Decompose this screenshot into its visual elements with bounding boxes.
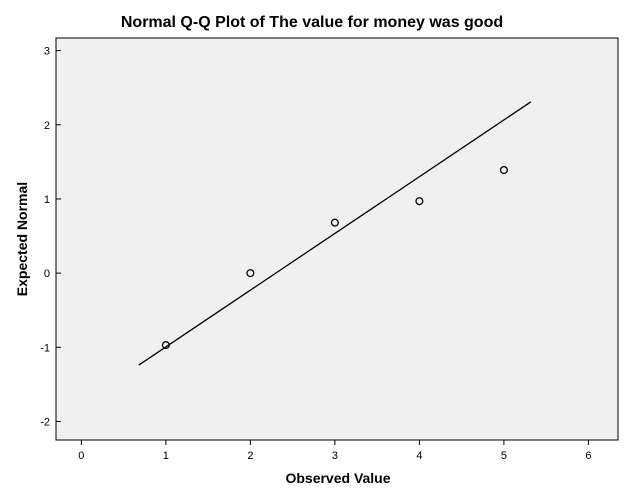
data-point: [161, 341, 170, 350]
x-tick-label: 2: [247, 450, 253, 462]
x-tick-label: 6: [585, 450, 591, 462]
data-points: [161, 165, 508, 350]
x-axis: 0 1 2 3 4 5 6: [78, 440, 591, 462]
y-axis: -2 -1 0 1 2 3: [40, 46, 61, 428]
x-axis-label: Observed Value: [285, 470, 390, 486]
reference-line-group: [138, 101, 532, 366]
x-tick-label: 3: [332, 450, 338, 462]
x-tick-label: 4: [416, 450, 422, 462]
data-point: [499, 165, 508, 175]
y-tick-label: 3: [44, 46, 50, 58]
plot-area: [55, 37, 619, 441]
y-axis-label: Expected Normal: [14, 182, 30, 296]
data-point: [330, 218, 339, 227]
y-tick-label: 0: [44, 268, 50, 280]
reference-line: [138, 101, 532, 366]
x-tick-label: 0: [78, 450, 84, 462]
data-point: [415, 197, 424, 206]
x-tick-label: 5: [501, 450, 507, 462]
chart-title: Normal Q-Q Plot of The value for money w…: [121, 14, 503, 31]
x-tick-label: 1: [163, 450, 169, 462]
y-tick-label: 1: [44, 194, 50, 206]
y-tick-label: -1: [40, 342, 50, 354]
data-point: [246, 269, 255, 278]
y-tick-label: -2: [40, 416, 50, 428]
y-tick-label: 2: [44, 120, 50, 132]
